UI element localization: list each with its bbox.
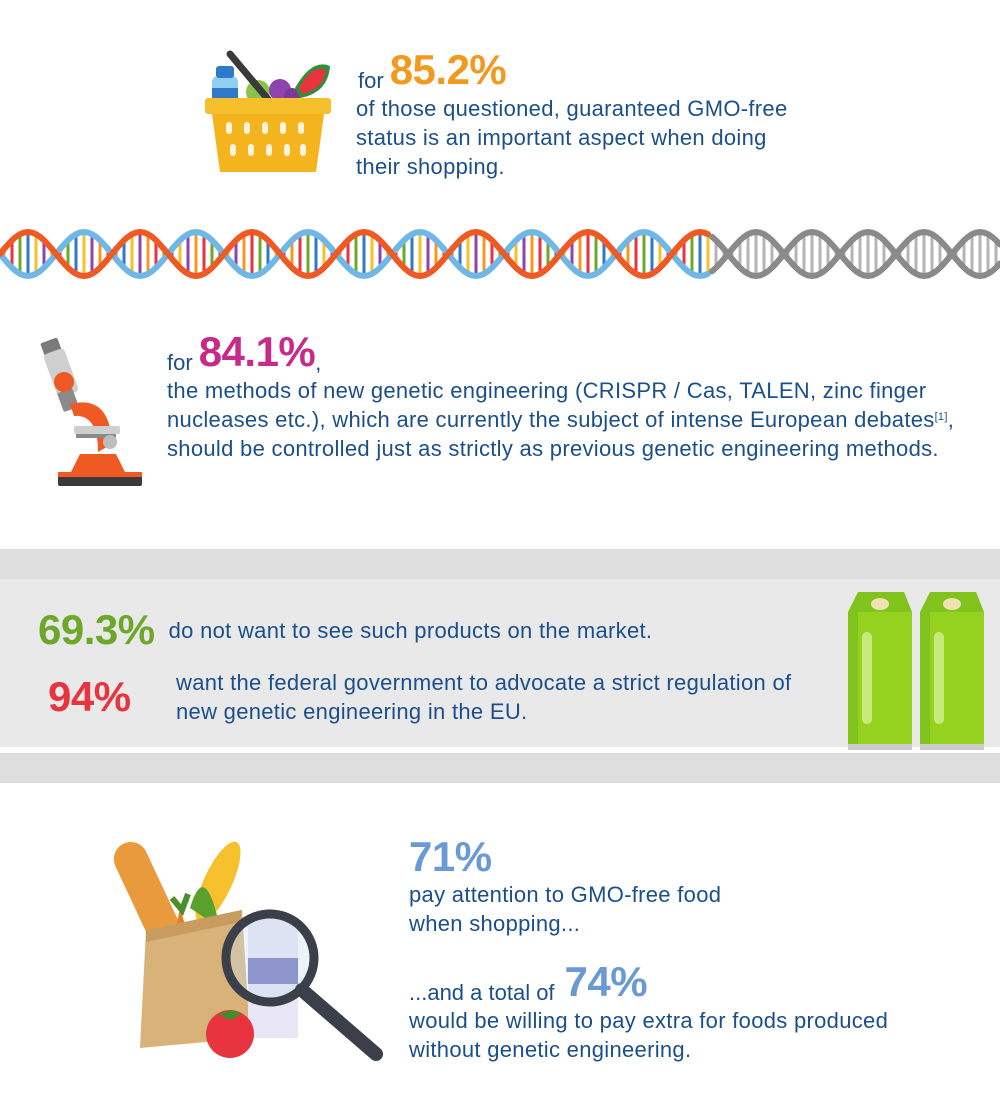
juice-cartons-icon	[844, 588, 984, 759]
stat-prefix: for	[167, 350, 193, 375]
stat-percent: 85.2%	[389, 46, 507, 93]
stat-gmo-free-status: for 85.2% of those questioned, guarantee…	[356, 46, 816, 181]
stat-suffix: ,	[315, 350, 322, 375]
stat-description: would be willing to pay extra for foods …	[409, 1008, 889, 1062]
stat-prefix: ...and a total of	[409, 980, 555, 1005]
grocery-bag-magnifier-icon	[110, 838, 390, 1073]
stat-description: do not want to see such products on the …	[168, 617, 653, 643]
reference-link[interactable]: [1]	[934, 411, 948, 423]
dna-helix-icon	[0, 226, 1000, 287]
microscope-icon	[40, 334, 142, 493]
stat-new-genetic-engineering: for 84.1% , the methods of new genetic e…	[167, 328, 977, 463]
stat-percent: 69.3%	[38, 606, 155, 653]
stat-pay-attention: 71% pay attention to GMO-free food when …	[409, 834, 929, 938]
stat-strict-regulation: 94% want the federal government to advoc…	[48, 668, 816, 726]
stat-percent: 84.1%	[198, 328, 316, 375]
shopping-basket-icon	[200, 48, 335, 181]
stat-prefix: for	[358, 68, 384, 93]
stat-description: of those questioned, guaranteed GMO-free…	[356, 96, 788, 179]
stat-percent: 94%	[48, 673, 131, 720]
stat-percent: 74%	[564, 958, 648, 1005]
shelf-panel	[0, 549, 1000, 784]
stat-pay-extra: ...and a total of 74% would be willing t…	[409, 958, 949, 1064]
description-part-1: the methods of new genetic engineering (…	[167, 378, 935, 432]
stat-percent: 71%	[409, 833, 492, 880]
stat-description: pay attention to GMO-free food when shop…	[409, 882, 722, 936]
description-part-2: , should be controlled just as strictly …	[167, 407, 955, 461]
stat-description: want the federal government to advocate …	[176, 670, 792, 724]
stat-description: the methods of new genetic engineering (…	[167, 376, 977, 463]
stat-reject-products: 69.3% do not want to see such products o…	[38, 606, 652, 654]
